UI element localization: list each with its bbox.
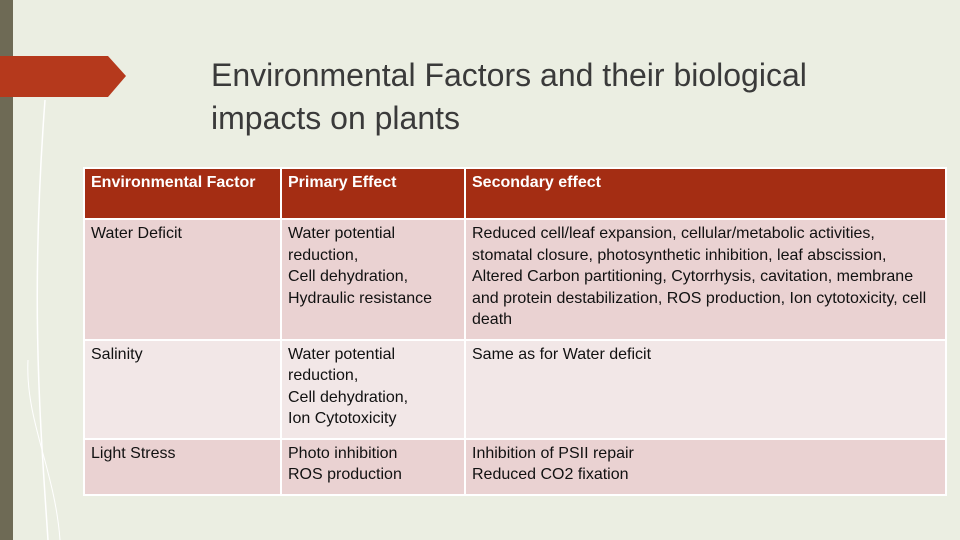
header-row: Environmental Factor Primary Effect Second… (83, 167, 947, 220)
table-row: Light Stress Photo inhibition ROS product… (83, 437, 947, 496)
header-cell: Environmental Factor (83, 167, 282, 220)
header-cell: Secondary effect (464, 167, 947, 220)
table-cell: Photo inhibition ROS production (280, 437, 466, 496)
table-row: Salinity Water potential reduction, Cell … (83, 338, 947, 440)
arrow-banner (0, 56, 126, 97)
slide-title: Environmental Factors and their biologic… (211, 57, 807, 136)
stem (27, 359, 61, 540)
side-strip (0, 0, 13, 540)
header-cell: Primary Effect (280, 167, 466, 220)
table-cell: Reduced cell/leaf expansion, cellular/me… (464, 218, 947, 341)
table-cell: Same as for Water deficit (464, 338, 947, 440)
stem (36, 99, 49, 540)
table-cell: Water potential reduction, Cell dehydrat… (280, 218, 466, 341)
table: Environmental Factor Primary Effect Second… (83, 167, 947, 496)
table-cell: Inhibition of PSII repair Reduced CO2 fi… (464, 437, 947, 496)
table-cell: Salinity (83, 338, 282, 440)
table-cell: Light Stress (83, 437, 282, 496)
table-cell: Water potential reduction, Cell dehydrat… (280, 338, 466, 440)
table-cell: Water Deficit (83, 218, 282, 341)
table-row: Water Deficit Water potential reduction, … (83, 218, 947, 341)
